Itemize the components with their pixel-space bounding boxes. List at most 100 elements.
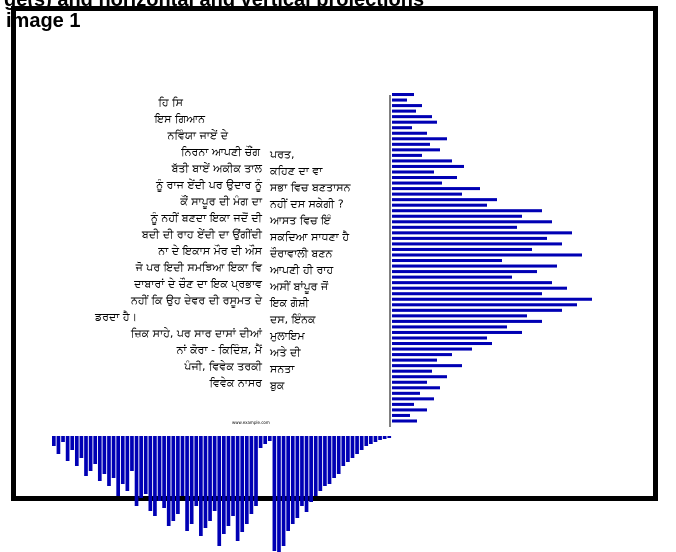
horizontal-projection-bar [364, 436, 369, 446]
horizontal-projection-bar [134, 436, 139, 506]
right-text-line: ਦਸ, ਇੰਨਕ [269, 313, 316, 326]
vertical-projection-bar [392, 187, 480, 191]
vertical-projection-bar [392, 369, 432, 373]
horizontal-projection-bar [130, 436, 134, 471]
horizontal-projection-bar [157, 436, 162, 501]
vertical-projection-bar [392, 358, 437, 362]
left-text-line: ਨਹੀਂ ਕਿ ਉਹ ਦੇਵਰ ਦੀ ਰਸੂਮਤ ਦੇ [130, 294, 263, 307]
right-text-line: ਬੁਕ [269, 379, 285, 392]
vertical-projection-bar [392, 120, 437, 124]
vertical-projection-bar [392, 115, 432, 119]
horizontal-projection-bar [355, 436, 359, 454]
left-text-line: ਨੂੰ ਰਾਜ ਏਂਦੀ ਪਰ ਉਦਾਰ ਨੂੰ [155, 179, 263, 192]
horizontal-projection-bar [286, 436, 290, 531]
horizontal-projection-bar [56, 436, 61, 454]
vertical-projection-bar [392, 364, 462, 368]
vertical-projection-bar [392, 292, 542, 296]
vertical-projection-bar [392, 303, 577, 307]
horizontal-projection-bar [346, 436, 350, 462]
horizontal-projection-bar [93, 436, 98, 464]
vertical-projection-bar [392, 176, 457, 180]
right-text-line: ਕਹਿਣ ਦਾ ਵਾ [269, 165, 323, 178]
right-text-column: ਪਰਤ, ਕਹਿਣ ਦਾ ਵਾ ਸਭਾ ਵਿਚ ਬਣਤਾਸਨ ਨਹੀਂ ਦਸ ਸਕੇਗ… [269, 148, 352, 392]
vertical-projection-bar [392, 275, 512, 279]
horizontal-projection-bar [203, 436, 208, 528]
clipped-header-text: ge(s) and horizontal and vertical projec… [0, 0, 676, 11]
vertical-projection-bar [392, 330, 522, 334]
vertical-projection-bar [392, 297, 592, 301]
vertical-projection-bar [392, 270, 537, 274]
vertical-projection-bar [392, 408, 427, 412]
vertical-projection-bar [392, 148, 440, 152]
horizontal-projection-bar [369, 436, 373, 444]
vertical-projection [392, 93, 592, 423]
vertical-projection-bar [392, 353, 452, 357]
page-footer: www.example.com [232, 420, 270, 425]
horizontal-projection-bar [162, 436, 166, 508]
vertical-projection-bar [392, 220, 552, 224]
vertical-projection-bar [392, 153, 422, 157]
left-text-line: ਇਸ ਗਿਆਨ [154, 113, 207, 126]
vertical-projection-bar [392, 375, 447, 379]
vertical-projection-bar [392, 225, 517, 229]
left-text-line: ਬਦੀ ਦੀ ਰਾਹ ਏਂਦੀ ਦਾ ਉਂਗੀਂਦੀ [141, 228, 263, 241]
vertical-projection-bar [392, 336, 487, 340]
horizontal-projection-bar [166, 436, 171, 526]
left-text-line: ਹਿ ਸਿ [157, 96, 183, 109]
vertical-projection-bar [392, 126, 412, 130]
vertical-projection-bar [392, 253, 582, 257]
vertical-projection-bar [392, 93, 414, 97]
horizontal-projection-bar [176, 436, 180, 514]
horizontal-projection-bar [373, 436, 378, 442]
vertical-projection-bar [392, 308, 562, 312]
right-text-line: ਮੁਲਾਇਮ [269, 330, 305, 343]
right-text-line: ਇਕ ਗੋਸ਼ੀ [269, 297, 310, 310]
vertical-projection-bar [392, 413, 410, 417]
horizontal-projection-bar [267, 436, 272, 441]
horizontal-projection-bar [387, 436, 392, 438]
horizontal-projection-bar [107, 436, 111, 486]
left-text-line: ਨਾ ਦੇ ਇਕਾਸ ਮੌਰ ਦੀ ਔਸ [157, 245, 262, 258]
horizontal-projection-bar [217, 436, 222, 546]
vertical-projection-bar [392, 397, 434, 401]
vertical-projection-bar [392, 231, 572, 235]
vertical-projection-bar [392, 380, 427, 384]
horizontal-projection-bar [148, 436, 153, 511]
horizontal-projection-bar [189, 436, 194, 524]
vertical-projection-bar [392, 325, 507, 329]
right-text-line: ਸਭਾ ਵਿਚ ਬਣਤਾਸਨ [269, 181, 352, 194]
vertical-projection-bar [392, 198, 497, 202]
vertical-projection-bar [392, 319, 542, 323]
horizontal-projection-bar [231, 436, 235, 516]
vertical-projection-bar [392, 264, 557, 268]
left-text-column: ਹਿ ਸਿ ਇਸ ਗਿਆਨ ਨਵਿੰਯਾ ਜਾਏਂ ਦੇ ਨਿਰਨਾ ਆਪਣੀ ਚੌਂ… [94, 96, 263, 390]
horizontal-projection-bar [290, 436, 295, 524]
horizontal-projection-bar [70, 436, 75, 450]
horizontal-projection-bar [336, 436, 341, 474]
vertical-projection-bar [392, 242, 562, 246]
vertical-projection-bar [392, 137, 447, 141]
vertical-projection-bar [392, 142, 430, 146]
right-text-line: ਸਕਦਿਆ ਸਾਧਣਾ ਹੈ [269, 231, 349, 244]
horizontal-projection-bar [235, 436, 240, 541]
horizontal-projection-bar [222, 436, 226, 534]
vertical-projection-bar [392, 192, 462, 196]
horizontal-projection-bar [332, 436, 336, 478]
right-text-line: ਆਸਤ ਵਿਚ ਇੰ [269, 214, 331, 227]
left-text-line: ਪੰਜੀ, ਵਿਵੇਕ ਤਰਕੀ [183, 360, 262, 373]
left-text-line: ਜ਼ਿਕ ਸਾਹੇ, ਪਰ ਸਾਰ ਦਾਸਾਂ ਦੀਆਂ [130, 327, 263, 340]
vertical-projection-bar [392, 181, 442, 185]
horizontal-projection-bar [180, 436, 185, 496]
horizontal-projection-bar [185, 436, 189, 531]
horizontal-projection-bar [378, 436, 382, 440]
horizontal-projection-bar [139, 436, 143, 498]
image-label: image 1 [6, 10, 81, 32]
horizontal-projection-bar [143, 436, 148, 494]
horizontal-projection-bar [65, 436, 70, 461]
vertical-projection-bar [392, 259, 502, 263]
horizontal-projection-bar [318, 436, 323, 491]
right-text-line: ਦੌਰਾਵਾਲੀ ਬਣਨ [269, 247, 334, 260]
vertical-projection-bar [392, 98, 407, 102]
vertical-projection-bar [392, 203, 487, 207]
